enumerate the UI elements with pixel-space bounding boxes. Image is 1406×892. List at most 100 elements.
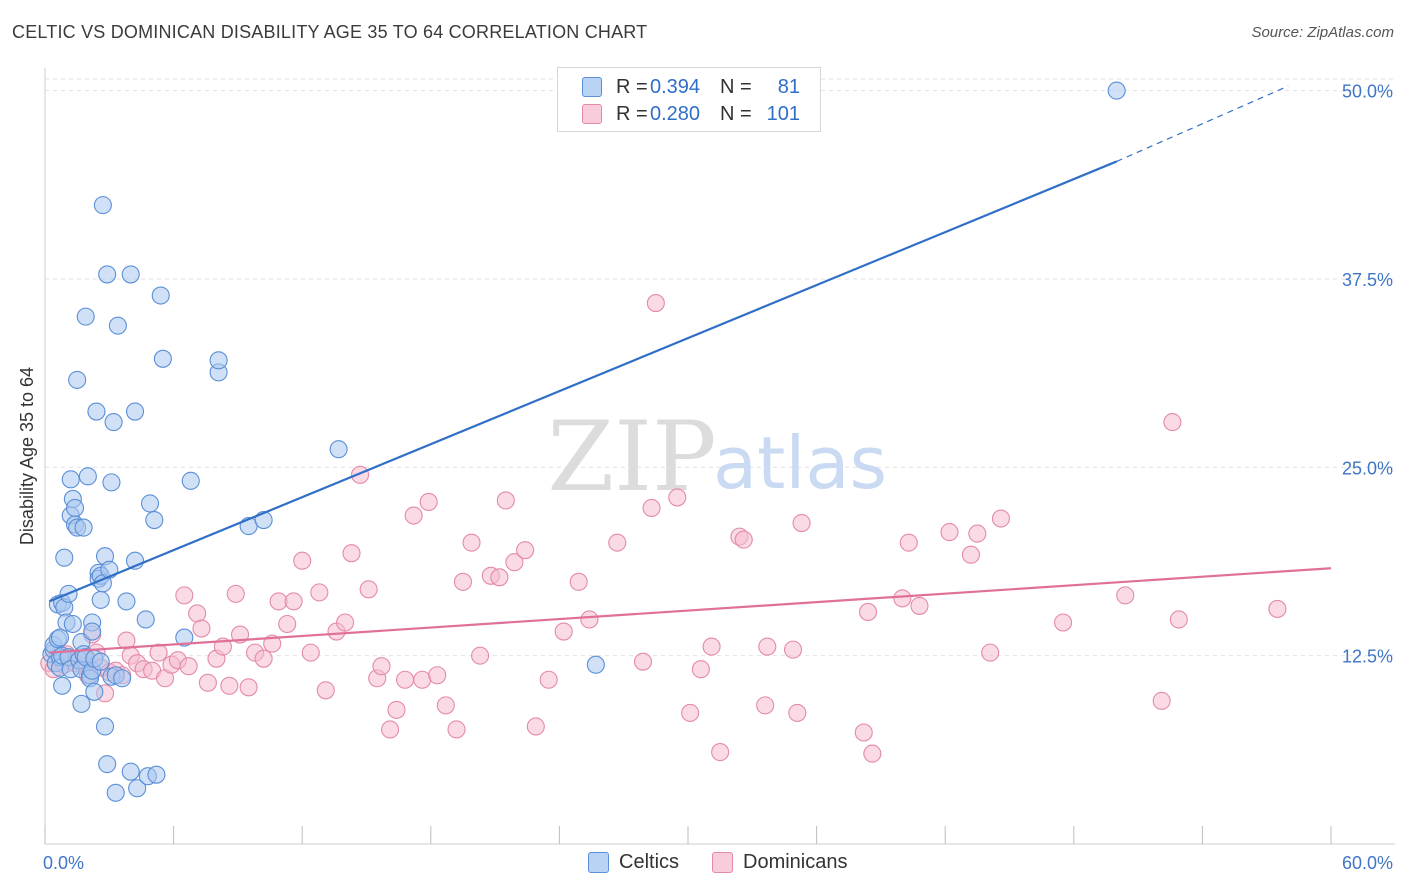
dominican-point xyxy=(539,670,558,689)
celtic-point xyxy=(98,265,117,284)
celtic-trend-extension xyxy=(1116,85,1289,162)
legend-r-value: 0.394 xyxy=(650,75,701,98)
dominican-point xyxy=(419,492,438,512)
dominican-point xyxy=(792,514,811,533)
dominican-point xyxy=(269,592,288,611)
dominican-point xyxy=(188,604,207,623)
celtic-point xyxy=(147,765,166,784)
dominican-point xyxy=(691,660,710,679)
celtic-point xyxy=(128,779,147,798)
dominican-point xyxy=(858,602,878,622)
celtic-point xyxy=(329,440,348,459)
x-tick-label: 60.0% xyxy=(1342,853,1393,873)
dominican-point xyxy=(991,509,1010,528)
celtic-point xyxy=(102,473,121,492)
dominican-point xyxy=(783,640,803,659)
dominican-point xyxy=(381,720,400,739)
dominican-point xyxy=(239,678,258,697)
celtic-point xyxy=(83,622,102,641)
dominican-point xyxy=(642,498,661,518)
dominican-point xyxy=(372,657,391,676)
celtic-point xyxy=(1107,81,1126,100)
celtic-point xyxy=(63,614,82,634)
legend-swatch-dominican xyxy=(582,104,602,124)
legend-n-label: N = xyxy=(720,102,752,125)
dominican-point xyxy=(1054,613,1073,632)
dominican-point xyxy=(310,583,329,602)
legend-n-value: 101 xyxy=(766,102,800,125)
trend-layer xyxy=(48,85,1332,654)
legend-row-dominican: R = 0.280 N = 101 xyxy=(582,102,800,126)
dominican-point xyxy=(505,553,524,572)
celtic-point xyxy=(91,590,110,609)
dominican-point xyxy=(968,524,987,543)
dominican-point xyxy=(254,649,273,668)
celtic-point xyxy=(108,316,127,335)
celtic-point xyxy=(125,402,145,421)
celtic-trend-line xyxy=(48,160,1118,603)
celtic-point xyxy=(151,286,170,305)
celtic-point xyxy=(140,494,160,513)
celtic-point xyxy=(121,762,140,781)
celtic-point xyxy=(74,518,93,537)
legend-box: R = 0.394 N = 81 R = 0.280 N = 101 xyxy=(557,67,821,132)
legend-n-label: N = xyxy=(720,75,752,98)
dominican-point xyxy=(316,681,335,700)
y-tick-label: 25.0% xyxy=(1342,458,1393,478)
dominican-point xyxy=(471,646,490,665)
dominican-point xyxy=(893,589,912,608)
celtic-point xyxy=(117,592,136,611)
dominican-point xyxy=(854,723,873,742)
celtic-point xyxy=(104,413,123,432)
y-tick-label: 50.0% xyxy=(1342,82,1393,102)
dominican-point xyxy=(711,743,730,762)
celtic-point xyxy=(55,548,74,567)
celtic-point xyxy=(65,498,85,518)
celtic-point xyxy=(175,628,194,647)
legend-r-value: 0.280 xyxy=(650,102,701,125)
dominican-point xyxy=(496,491,515,510)
bottom-legend-label-celtic: Celtics xyxy=(619,851,680,873)
celtic-point xyxy=(95,717,115,736)
grid-layer xyxy=(45,78,1395,657)
celtic-point xyxy=(586,655,605,674)
dominican-point xyxy=(788,703,807,722)
x-tick-label: 0.0% xyxy=(43,853,84,873)
celtic-point xyxy=(181,471,200,490)
dominican-point xyxy=(396,670,415,689)
dominican-point xyxy=(646,294,665,313)
legend-r-label: R = xyxy=(616,102,648,125)
dominican-point xyxy=(758,637,777,656)
dominican-point xyxy=(1116,586,1135,605)
watermark: ZIP atlas xyxy=(547,401,887,513)
source-credit: Source: ZipAtlas.com xyxy=(1251,24,1394,41)
dominican-point xyxy=(192,619,211,638)
dominican-point xyxy=(633,652,653,671)
dominican-point xyxy=(734,530,753,549)
dominican-point xyxy=(293,551,312,570)
watermark-zip: ZIP xyxy=(547,401,716,513)
legend-row-celtic: R = 0.394 N = 81 xyxy=(582,75,800,99)
celtic-point xyxy=(93,196,112,215)
legend-n-value: 81 xyxy=(777,75,800,98)
dominican-point xyxy=(220,676,239,695)
bottom-legend-label-dominican: Dominicans xyxy=(743,851,848,873)
dominican-point xyxy=(278,614,297,634)
dominican-point xyxy=(961,545,980,564)
bottom-legend-swatch-dominican xyxy=(712,852,733,873)
dominican-point xyxy=(1169,610,1188,629)
dominican-point xyxy=(516,541,535,560)
celtic-point xyxy=(113,669,132,688)
celtic-point xyxy=(50,628,70,647)
celtic-point xyxy=(76,307,95,326)
dominican-point xyxy=(462,533,481,552)
celtic-point xyxy=(53,676,72,695)
legend-r-label: R = xyxy=(616,75,648,98)
bottom-legend-dominican: Dominicans xyxy=(712,851,847,874)
dominican-point xyxy=(149,643,168,662)
dominican-point xyxy=(940,523,959,542)
dominican-point xyxy=(436,696,455,715)
dominican-point xyxy=(284,592,303,611)
celtic-point xyxy=(87,402,106,421)
watermark-atlas: atlas xyxy=(713,421,887,505)
